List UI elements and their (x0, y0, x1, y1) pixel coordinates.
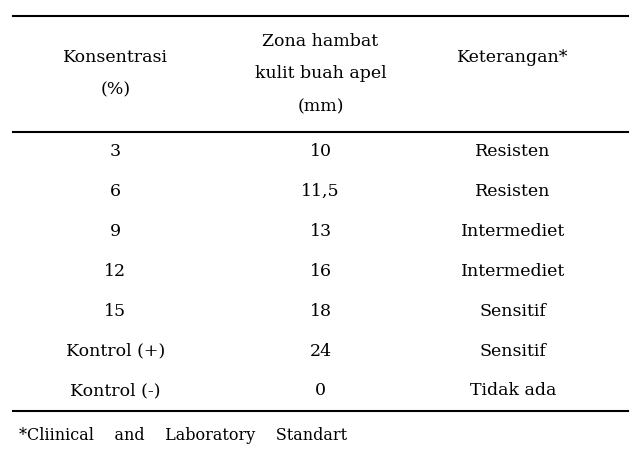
Text: Keterangan*: Keterangan* (457, 49, 569, 66)
Text: (mm): (mm) (297, 98, 344, 115)
Text: Resisten: Resisten (475, 143, 551, 160)
Text: 12: 12 (104, 263, 126, 280)
Text: 9: 9 (110, 223, 121, 240)
Text: 16: 16 (310, 263, 331, 280)
Text: (%): (%) (101, 82, 130, 99)
Text: Kontrol (+): Kontrol (+) (66, 342, 165, 360)
Text: 10: 10 (310, 143, 331, 160)
Text: 3: 3 (110, 143, 121, 160)
Text: 24: 24 (310, 342, 331, 360)
Text: *Cliinical    and    Laboratory    Standart: *Cliinical and Laboratory Standart (19, 427, 347, 444)
Text: 18: 18 (310, 303, 331, 320)
Text: Resisten: Resisten (475, 183, 551, 200)
Text: 13: 13 (310, 223, 331, 240)
Text: kulit buah apel: kulit buah apel (254, 65, 387, 82)
Text: Tidak ada: Tidak ada (470, 382, 556, 400)
Text: Kontrol (-): Kontrol (-) (70, 382, 161, 400)
Text: Sensitif: Sensitif (479, 303, 546, 320)
Text: 6: 6 (110, 183, 121, 200)
Text: Sensitif: Sensitif (479, 342, 546, 360)
Text: Konsentrasi: Konsentrasi (63, 49, 168, 66)
Text: 0: 0 (315, 382, 326, 400)
Text: Intermediet: Intermediet (461, 263, 565, 280)
Text: Zona hambat: Zona hambat (262, 33, 379, 49)
Text: Intermediet: Intermediet (461, 223, 565, 240)
Text: 11,5: 11,5 (301, 183, 340, 200)
Text: 15: 15 (104, 303, 126, 320)
